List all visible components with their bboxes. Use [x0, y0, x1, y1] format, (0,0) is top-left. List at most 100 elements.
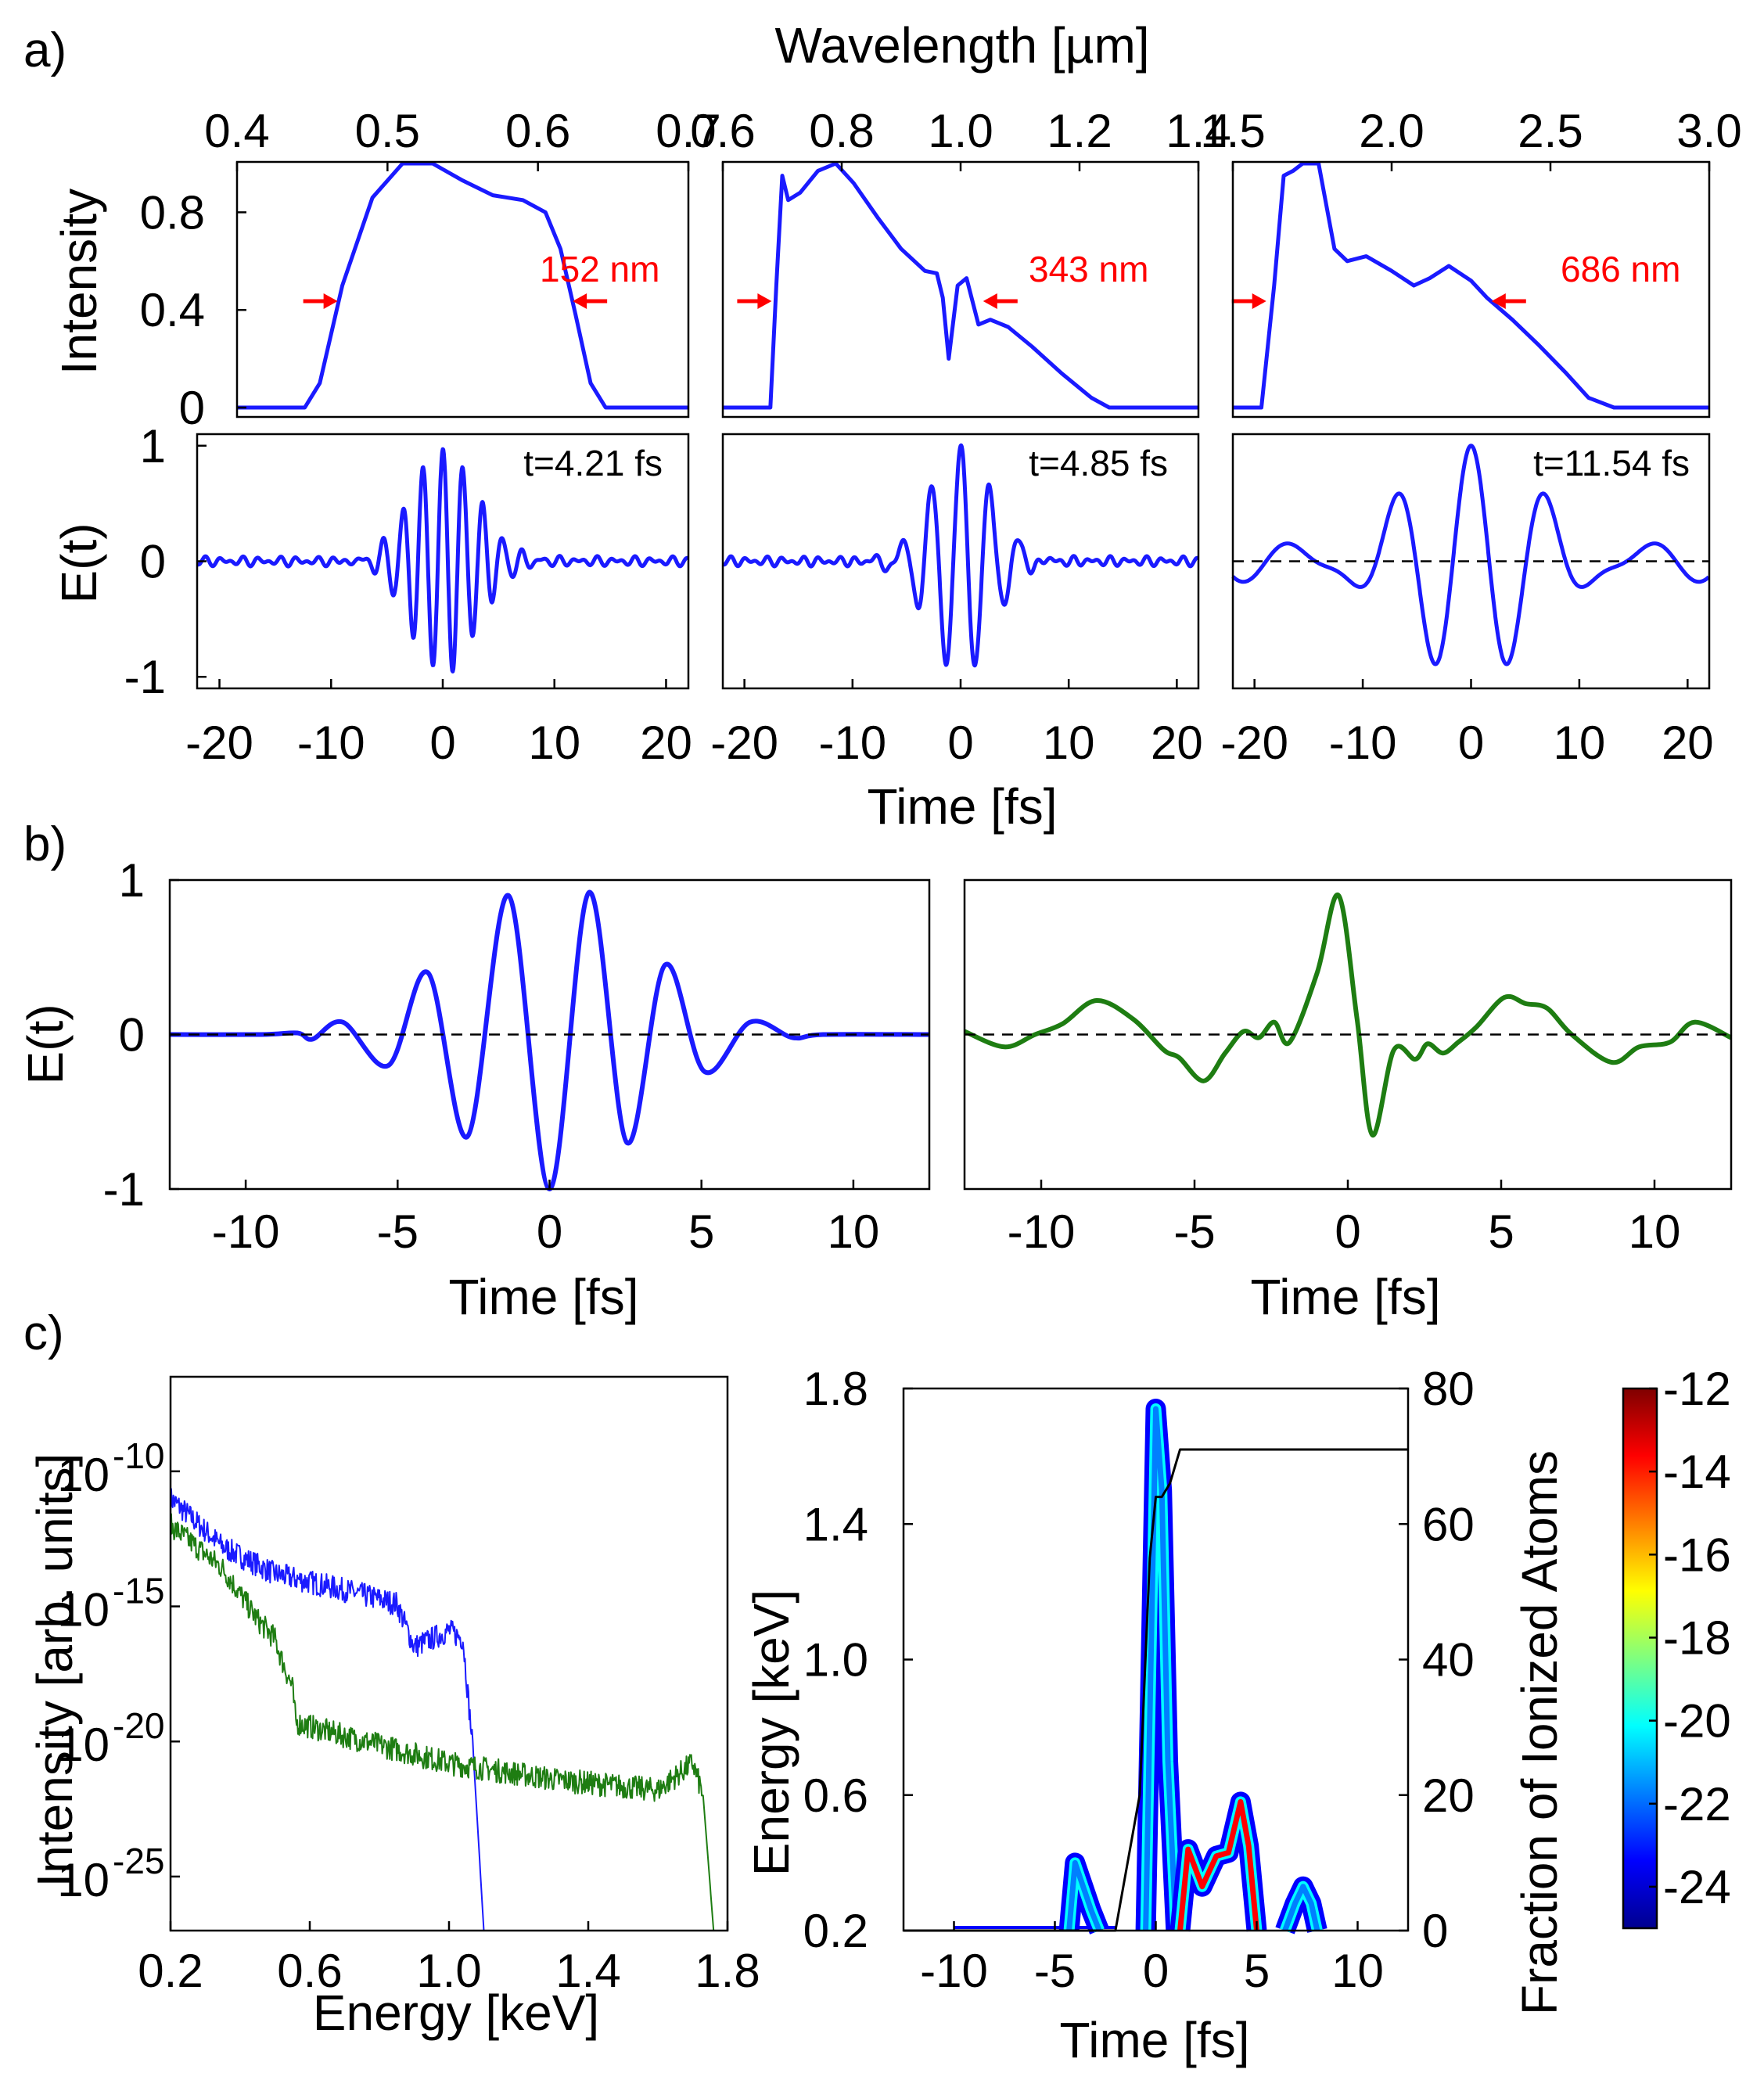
c-spectra-ytick-exponent: -15 [113, 1571, 164, 1611]
b-field-2-xtick-label: 0 [1335, 1205, 1360, 1258]
b-field-2-xtick-label: 10 [1629, 1205, 1681, 1258]
colorbar-tick-label: -12 [1663, 1363, 1731, 1415]
colorbar-tick-label: -20 [1663, 1695, 1731, 1748]
a-field-2-xtick-label: -10 [818, 717, 886, 769]
c-spectra-ytick-exponent: -10 [113, 1435, 164, 1476]
b-field-2-xtick-label: -5 [1173, 1205, 1215, 1258]
b-field-1-xtick-label: 0 [537, 1205, 562, 1258]
c-spectrogram-ytick-label: 80 [1422, 1363, 1475, 1415]
a-spectrum-3-xtick-label: 2.5 [1518, 105, 1583, 157]
c-spectrogram-xtick-label: 5 [1244, 1945, 1270, 1997]
a-spectrum-3-xtick-label: 2.0 [1359, 105, 1424, 157]
a-field-3-xtick-label: 0 [1458, 717, 1484, 769]
a-field-2-field-line [721, 443, 1200, 668]
a-field-1-xtick-label: -10 [297, 717, 365, 769]
wavelength-axis-label: Wavelength [µm] [774, 17, 1149, 74]
a-field-1-ytick-label: -1 [124, 651, 166, 703]
a-spectrum-1-ytick-label: 0 [179, 382, 205, 434]
c-spectra-green-line [170, 1513, 715, 1931]
a-spectrum-2-xtick-label: 1.2 [1047, 105, 1112, 157]
c-spectra-xtick-label: 0.2 [138, 1945, 203, 1997]
a-spectrum-3-fwhm-arrowhead-left [1252, 293, 1266, 309]
b-field-2-field-line [963, 893, 1733, 1137]
c-spectra-xtick-label: 1.8 [695, 1945, 760, 1997]
colorbar-tick-label: -16 [1663, 1529, 1731, 1581]
duration-label-3: t=11.54 fs [1533, 443, 1690, 483]
b-field-1-ytick-label: -1 [103, 1163, 145, 1216]
a-field-3-xtick-label: 10 [1554, 717, 1606, 769]
c-spectra-ytick-base: 10 [57, 1584, 110, 1636]
a-spectrum-1-frame [235, 160, 690, 419]
b-field-1-field-line [169, 889, 930, 1192]
duration-label-2: t=4.85 fs [1029, 443, 1168, 483]
c-spectrogram-burst-core [1282, 1884, 1320, 1932]
a-spectrum-1-xtick-label: 0.5 [355, 105, 420, 157]
a-spectrum-1-fwhm-arrowhead-right [573, 293, 587, 309]
b-field-1-ytick-label: 1 [119, 854, 145, 907]
c-energy-y-axis-label: Energy [keV] [743, 1590, 799, 1876]
colorbar-tick-label: -22 [1663, 1778, 1731, 1830]
plot-lines-layer [169, 161, 1733, 1935]
a-spectrum-2-spectrum-line [723, 161, 1198, 410]
c-spectrogram-burst-core [1143, 1406, 1179, 1931]
a-spectrum-2-fwhm-arrowhead-right [983, 293, 997, 309]
colorbar [1622, 1387, 1658, 1930]
c-spectrogram-ytick-label: 1.8 [803, 1363, 868, 1415]
c-spectra-ytick-exponent: -25 [113, 1841, 164, 1881]
c-spectrogram-xtick-label: 10 [1331, 1945, 1384, 1997]
panel-label-c: c) [23, 1306, 64, 1360]
c-spectrogram-ytick-label: 1.0 [803, 1634, 868, 1687]
plot-frames-layer [168, 160, 1733, 1932]
b-field-1-xtick-label: 5 [688, 1205, 714, 1258]
a-intensity-axis-label: Intensity [51, 189, 107, 375]
duration-label-1: t=4.21 fs [523, 443, 663, 483]
c-spectrogram-ytick-label: 0.2 [803, 1905, 868, 1957]
a-field-2-xtick-label: 10 [1043, 717, 1095, 769]
a-spectrum-3-frame [1231, 160, 1711, 419]
panel-label-a: a) [23, 23, 66, 77]
c-spectrogram-ytick-label: 0.6 [803, 1769, 868, 1822]
b-field-1-ytick-label: 0 [119, 1009, 145, 1062]
a-spectrum-1-spectrum-line [237, 161, 688, 410]
c-spectrogram-ytick-label: 40 [1422, 1634, 1475, 1687]
b-field-1-xtick-label: -10 [212, 1205, 280, 1258]
c-spectra-ytick-base: 10 [57, 1854, 110, 1906]
a-field-1-field-line [196, 447, 690, 674]
fwhm-label-1: 152 nm [540, 249, 659, 289]
c-spectra-xtick-label: 1.0 [416, 1945, 481, 1997]
a-spectrum-3-xtick-label: 1.5 [1200, 105, 1265, 157]
a-field-3-xtick-label: 20 [1662, 717, 1714, 769]
c-spectra-frame [169, 1375, 729, 1932]
c-spectrogram-ytick-label: 0 [1422, 1905, 1448, 1957]
c-ionized-axis-label: Fraction of Ionized Atoms [1511, 1450, 1568, 2015]
colorbar-tick-label: -14 [1663, 1446, 1731, 1498]
panel-label-b: b) [23, 817, 66, 871]
b-time-axis-label-right: Time [fs] [1251, 1269, 1441, 1325]
a-field-1-ytick-label: 0 [140, 536, 166, 588]
a-spectrum-3-fwhm-arrowhead-right [1491, 293, 1506, 309]
b-field-1-xtick-label: 10 [828, 1205, 880, 1258]
c-spectrogram-xtick-label: -10 [920, 1945, 988, 1997]
a-field-2-xtick-label: 0 [947, 717, 973, 769]
c-spectrogram-ytick-label: 1.4 [803, 1498, 868, 1550]
c-spectra-ytick-exponent: -20 [113, 1705, 164, 1746]
c-intensity-axis-label: Intensity [arb. units] [27, 1453, 83, 1888]
c-spectrogram-burst-core [1066, 1859, 1102, 1932]
a-spectrum-2-xtick-label: 0.6 [690, 105, 755, 157]
a-spectrum-2-xtick-label: 1.0 [928, 105, 993, 157]
colorbar-tick-label: -24 [1663, 1861, 1731, 1913]
c-spectra-xtick-label: 1.4 [555, 1945, 620, 1997]
c-spectrogram-xtick-label: -5 [1034, 1945, 1076, 1997]
a-field-2-xtick-label: 20 [1151, 717, 1203, 769]
b-field-axis-label: E(t) [17, 1004, 74, 1084]
a-field-3-xtick-label: -10 [1329, 717, 1397, 769]
c-spectrogram-burst-core [1177, 1798, 1259, 1931]
a-field-1-xtick-label: -20 [185, 717, 253, 769]
plot-text-layer: a) b) c) Wavelength [µm] Time [fs] Inten… [17, 17, 1742, 2068]
a-field-1-xtick-label: 20 [640, 717, 692, 769]
a-spectrum-2-xtick-label: 1.4 [1166, 105, 1230, 157]
c-spectra-ytick-base: 10 [57, 1719, 110, 1771]
a-field-axis-label: E(t) [51, 523, 107, 603]
b-field-2-xtick-label: 5 [1488, 1205, 1514, 1258]
